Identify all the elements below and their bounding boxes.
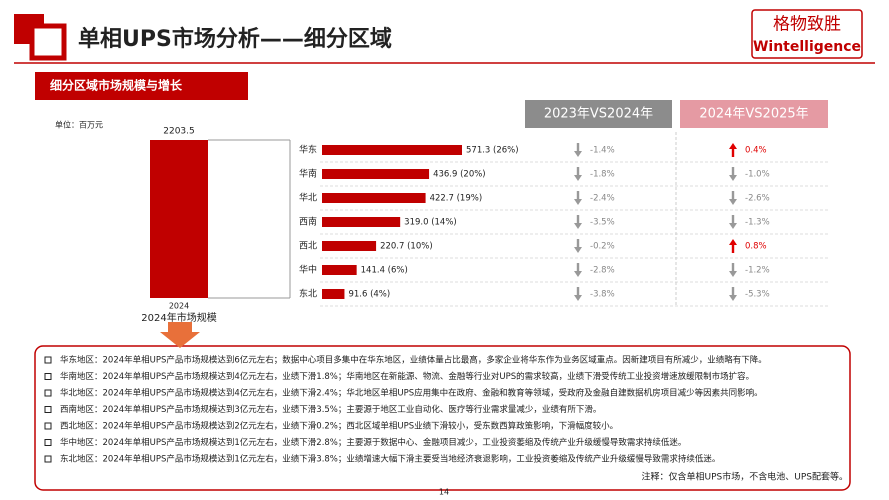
category-label: 华中	[299, 264, 317, 276]
category-label: 华北	[299, 192, 317, 204]
change-value: -2.4%	[590, 194, 615, 204]
bar	[322, 145, 462, 155]
title-icon	[29, 23, 67, 61]
bullet	[44, 356, 52, 364]
logo-cn: 格物致胜	[773, 15, 841, 35]
bar	[322, 289, 345, 299]
change-value: 0.8%	[745, 242, 767, 252]
bar-value-label: 220.7 (10%)	[380, 242, 433, 252]
column-header-bg	[525, 100, 672, 128]
bullet	[44, 389, 52, 397]
down-arrow	[160, 322, 200, 348]
down-arrow	[574, 215, 582, 229]
up-arrow	[729, 143, 737, 157]
page-title: 单相UPS市场分析——细分区域	[78, 26, 392, 52]
down-arrow	[574, 191, 582, 205]
category-label: 西北	[299, 241, 317, 252]
bar-value-label: 571.3 (26%)	[466, 146, 519, 156]
footnote: 注释：仅含单相UPS市场，不含电池、UPS配套等。	[642, 471, 848, 483]
down-arrow	[574, 263, 582, 277]
bar	[322, 169, 430, 179]
down-arrow	[574, 167, 582, 181]
note-text: 西南地区：2024年单相UPS产品市场规模达到3亿元左右，业绩下滑3.5%；主要…	[60, 404, 601, 415]
column-header-bg	[680, 100, 828, 128]
change-value: -5.3%	[745, 290, 770, 300]
note-text: 西北地区：2024年单相UPS产品市场规模达到2亿元左右，业绩下滑0.2%；西北…	[60, 421, 618, 432]
down-arrow	[574, 239, 582, 253]
bar-value-label: 436.9 (20%)	[433, 170, 486, 180]
change-value: -3.5%	[590, 218, 615, 228]
bar	[322, 217, 401, 227]
bar-value-label: 91.6 (4%)	[348, 290, 390, 300]
bar	[322, 265, 357, 275]
axis-title: 2024年市场规模	[141, 311, 216, 324]
note-text: 华南地区：2024年单相UPS产品市场规模达到4亿元左右，业绩下滑1.8%；华南…	[60, 371, 754, 382]
change-value: -1.4%	[590, 146, 615, 156]
note-text: 华中地区：2024年单相UPS产品市场规模达到1亿元左右，业绩下滑2.8%；主要…	[60, 437, 686, 448]
column-header: 2024年VS2025年	[699, 107, 808, 122]
category-label: 东北	[299, 288, 317, 300]
x-tick-label: 2024	[169, 302, 189, 311]
change-value: -1.8%	[590, 170, 615, 180]
logo-en: Wintelligence	[753, 39, 861, 55]
down-arrow	[574, 287, 582, 301]
banner	[35, 72, 248, 100]
down-arrow	[729, 263, 737, 277]
bullet	[44, 422, 52, 430]
logo-frame	[751, 9, 863, 59]
column-header: 2023年VS2024年	[544, 107, 653, 122]
bar	[150, 140, 208, 298]
bar	[322, 193, 426, 203]
down-arrow	[729, 167, 737, 181]
change-value: -0.2%	[590, 242, 615, 252]
change-value: 0.4%	[745, 146, 767, 156]
down-arrow	[574, 143, 582, 157]
bullet	[44, 373, 52, 380]
notes-box	[34, 345, 851, 491]
change-value: -1.2%	[745, 266, 770, 276]
note-text: 华东地区：2024年单相UPS产品市场规模达到6亿元左右；数据中心项目多集中在华…	[60, 355, 767, 366]
page-number: 14	[439, 488, 449, 497]
bar	[322, 241, 377, 251]
change-value: -3.8%	[590, 290, 615, 300]
bullet	[44, 439, 52, 446]
bar-value-label: 141.4 (6%)	[361, 266, 408, 276]
change-value: -2.6%	[745, 194, 770, 204]
up-arrow	[729, 239, 737, 253]
bullet	[44, 406, 52, 413]
bar-value-label: 2203.5	[163, 127, 195, 137]
bar-value-label: 422.7 (19%)	[430, 194, 483, 204]
change-value: -1.3%	[745, 218, 770, 228]
bar-value-label: 319.0 (14%)	[404, 218, 457, 228]
category-label: 华东	[299, 144, 317, 156]
bullet	[44, 455, 52, 463]
down-arrow	[729, 191, 737, 205]
note-text: 华北地区：2024年单相UPS产品市场规模达到4亿元左右，业绩下滑2.4%；华北…	[60, 388, 763, 399]
note-text: 东北地区：2024年单相UPS产品市场规模达到1亿元左右，业绩下滑3.8%；业绩…	[60, 454, 720, 465]
category-label: 华南	[299, 168, 317, 180]
change-value: -1.0%	[745, 170, 770, 180]
banner-text: 细分区域市场规模与增长	[50, 78, 183, 93]
down-arrow	[729, 215, 737, 229]
down-arrow	[729, 287, 737, 301]
category-label: 西南	[299, 216, 317, 228]
change-value: -2.8%	[590, 266, 615, 276]
unit-label: 单位：百万元	[55, 120, 103, 130]
